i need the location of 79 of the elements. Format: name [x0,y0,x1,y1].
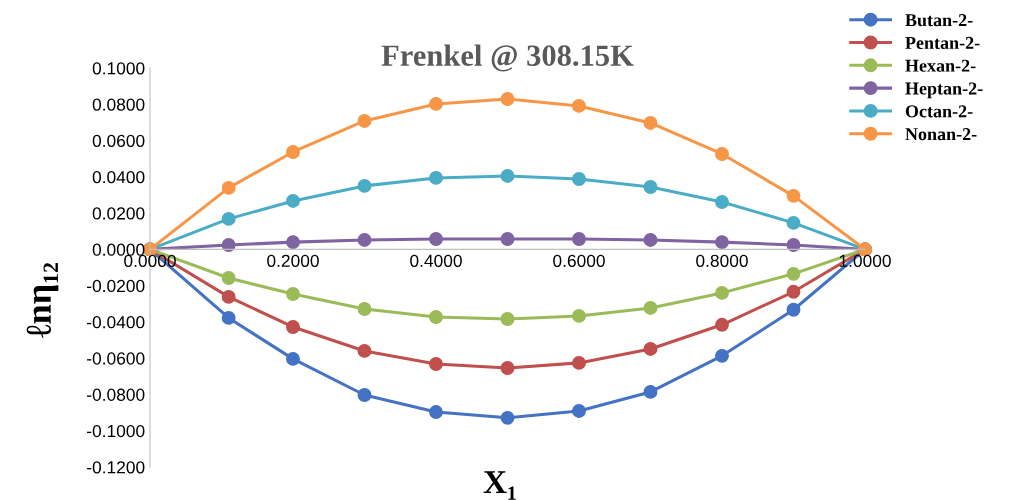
point [286,235,300,250]
y-tick-label: 0.1000 [92,62,145,75]
legend-label: Hexan-2- [905,59,976,72]
chart-title: Frenkel @ 308.15K [381,44,634,72]
point [786,188,801,203]
legend-label: Nonan-2- [905,128,977,141]
point [715,147,729,161]
point [286,320,300,334]
point [643,232,658,247]
point [357,302,372,316]
legend-label: Octan-2- [905,105,973,118]
x-tick-label: 0.6000 [553,254,605,267]
point [500,232,515,246]
point [429,170,443,185]
legend-label: Pentan-2- [905,36,980,49]
point [500,312,515,326]
point [221,211,236,226]
point [786,284,801,299]
y-tick-label: 0.0600 [92,134,145,148]
y-tick-label: -0.1200 [87,461,145,474]
point [643,384,658,399]
point [500,361,515,375]
legend-label: Butan-2- [905,14,973,27]
y-tick-label: -0.0600 [87,352,145,365]
point [221,271,236,285]
point [286,351,300,366]
point [786,302,801,317]
x-tick-label: 0.8000 [696,254,748,267]
point [572,355,586,370]
point [715,235,729,250]
point [715,195,729,209]
point [429,405,443,419]
point [786,266,801,281]
y-tick-label: -0.0400 [87,316,145,329]
y-tick-label: 0.0400 [92,170,145,184]
point [643,116,658,130]
point [572,404,586,418]
point [715,317,729,332]
x-tick-label: 0.4000 [410,254,462,267]
point [572,308,586,323]
point [572,232,586,246]
point [357,232,372,247]
point [786,238,801,252]
point [643,180,658,194]
point [429,357,443,371]
y-tick-label: 0.0800 [92,98,145,111]
point [357,388,372,402]
point [286,193,300,208]
point [221,180,236,195]
point [786,215,801,230]
legend-label: Heptan-2- [905,82,983,99]
point [643,341,658,356]
y-tick-label: -0.0200 [87,279,145,293]
point [572,172,586,186]
point [286,287,300,301]
point [643,300,658,315]
point [715,285,729,300]
point [286,145,300,159]
y-tick-label: 0.0000 [92,243,145,256]
point [429,310,443,324]
point [500,410,515,425]
y-axis-title: ℓnη₁₂ [26,263,59,338]
x-tick-label: 0.2000 [267,254,319,267]
x-axis-title: X₁ [483,471,516,500]
point [500,92,515,106]
point [500,168,515,183]
point [572,98,586,113]
point [221,238,236,252]
point [357,178,372,193]
point [357,343,372,358]
point [715,348,729,363]
point [221,289,236,304]
y-tick-label: 0.0200 [92,207,145,220]
y-tick-label: -0.1000 [87,424,145,438]
point [429,96,443,111]
point [429,232,443,246]
y-tick-label: -0.0800 [87,388,145,401]
point [221,310,236,325]
point [357,114,372,128]
